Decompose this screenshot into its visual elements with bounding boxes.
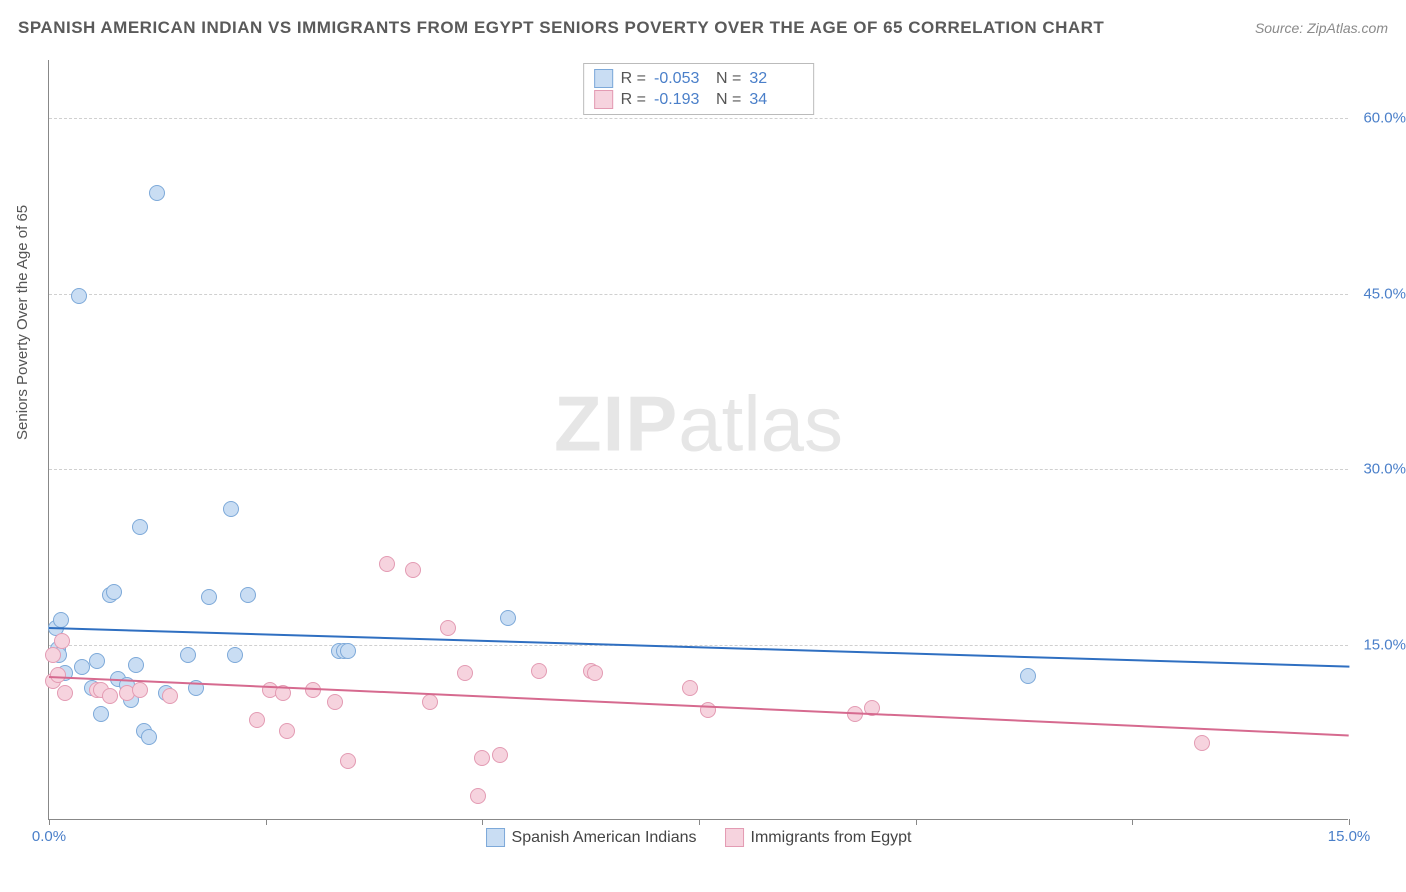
swatch-series-0 [594,69,613,88]
y-tick-label: 60.0% [1363,110,1406,127]
series-legend: Spanish American Indians Immigrants from… [486,828,912,847]
data-point [1194,735,1210,751]
data-point [132,682,148,698]
data-point [128,657,144,673]
x-tick-label: 15.0% [1328,828,1371,845]
correlation-row-1: R = -0.193 N = 34 [594,89,804,110]
data-point [379,556,395,572]
data-point [422,694,438,710]
data-point [440,620,456,636]
y-tick-label: 30.0% [1363,461,1406,478]
correlation-legend: R = -0.053 N = 32 R = -0.193 N = 34 [583,63,815,115]
data-point [240,587,256,603]
legend-swatch-0 [486,828,505,847]
source-prefix: Source: [1255,20,1307,36]
data-point [180,647,196,663]
data-point [227,647,243,663]
trend-line [49,676,1349,736]
correlation-row-0: R = -0.053 N = 32 [594,68,804,89]
n-value-1: 34 [749,91,803,109]
data-point [327,694,343,710]
data-point [141,729,157,745]
x-tick [482,819,483,825]
gridline [49,469,1348,470]
data-point [102,688,118,704]
chart-title: SPANISH AMERICAN INDIAN VS IMMIGRANTS FR… [18,18,1104,38]
data-point [57,685,73,701]
source-name: ZipAtlas.com [1307,20,1388,36]
x-tick [916,819,917,825]
n-label-1: N = [716,91,741,109]
scatter-plot-area: ZIPatlas R = -0.053 N = 32 R = -0.193 N … [48,60,1348,820]
watermark-bold: ZIP [554,380,678,468]
data-point [492,747,508,763]
data-point [682,680,698,696]
y-tick-label: 15.0% [1363,636,1406,653]
watermark: ZIPatlas [554,379,843,470]
data-point [132,519,148,535]
data-point [106,584,122,600]
data-point [53,612,69,628]
data-point [474,750,490,766]
data-point [162,688,178,704]
legend-label-0: Spanish American Indians [512,829,697,847]
data-point [71,288,87,304]
trend-line [49,627,1349,668]
x-tick [1349,819,1350,825]
data-point [74,659,90,675]
data-point [223,501,239,517]
legend-item-1: Immigrants from Egypt [725,828,912,847]
data-point [500,610,516,626]
data-point [587,665,603,681]
n-label-0: N = [716,70,741,88]
data-point [457,665,473,681]
r-label-1: R = [621,91,646,109]
data-point [89,653,105,669]
swatch-series-1 [594,90,613,109]
data-point [54,633,70,649]
chart-header: SPANISH AMERICAN INDIAN VS IMMIGRANTS FR… [18,18,1388,38]
data-point [93,706,109,722]
y-axis-label: Seniors Poverty Over the Age of 65 [14,205,31,440]
r-label-0: R = [621,70,646,88]
data-point [340,753,356,769]
y-tick-label: 45.0% [1363,285,1406,302]
watermark-rest: atlas [678,380,843,468]
x-tick [699,819,700,825]
source-attribution: Source: ZipAtlas.com [1255,20,1388,36]
r-value-1: -0.193 [654,91,708,109]
data-point [470,788,486,804]
gridline [49,294,1348,295]
data-point [45,647,61,663]
r-value-0: -0.053 [654,70,708,88]
gridline [49,118,1348,119]
n-value-0: 32 [749,70,803,88]
legend-label-1: Immigrants from Egypt [751,829,912,847]
data-point [531,663,547,679]
data-point [405,562,421,578]
data-point [340,643,356,659]
x-tick [49,819,50,825]
legend-swatch-1 [725,828,744,847]
data-point [201,589,217,605]
x-tick-label: 0.0% [32,828,66,845]
data-point [249,712,265,728]
data-point [305,682,321,698]
data-point [279,723,295,739]
legend-item-0: Spanish American Indians [486,828,697,847]
x-tick [1132,819,1133,825]
data-point [1020,668,1036,684]
x-tick [266,819,267,825]
data-point [149,185,165,201]
